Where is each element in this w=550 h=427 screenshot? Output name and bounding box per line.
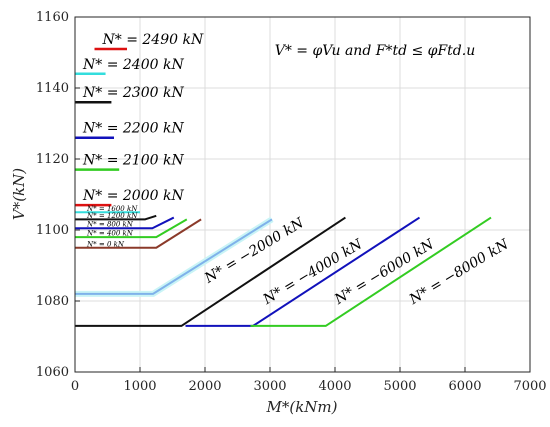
series-line [250,216,492,327]
upper-series-label: N* = 2000 kN [82,188,184,204]
y-tick-label: 1100 [36,223,69,238]
series-line [75,216,346,327]
series-group [75,47,492,327]
small-series-label: N* = 0 kN [86,240,125,248]
y-tick-label: 1120 [36,152,69,167]
plot-frame [74,16,531,373]
series-line [75,214,157,221]
y-tick-label: 1060 [36,365,69,380]
upper-series-label: N* = 2200 kN [82,121,184,137]
x-tick-label: 5000 [383,379,416,394]
small-series-label: N* = 400 kN [86,230,134,238]
tick-labels: 0 1000 2000 3000 4000 5000 6000 7000 1060 1080 110… [36,10,547,394]
x-tick-label: 1000 [123,379,156,394]
series-line [75,216,175,230]
y-tick-label: 1080 [36,294,69,309]
upper-series-label: N* = 2490 kN [102,32,204,48]
small-series-label: N* = 800 kN [86,221,134,229]
upper-series-label: N* = 2400 kN [82,57,184,73]
x-tick-label: 7000 [513,379,546,394]
series-line [75,218,202,249]
x-tick-label: 2000 [188,379,221,394]
x-axis-label: M*(kNm) [265,398,337,416]
small-series-label: N* = 1600 kN [86,205,138,213]
series-line [75,218,188,239]
y-tick-label: 1140 [36,81,69,96]
series-line [75,218,273,295]
x-tick-label: 3000 [253,379,286,394]
upper-series-label: N* = 2300 kN [82,85,184,101]
x-tick-label: 6000 [448,379,481,394]
y-tick-label: 1160 [36,10,69,25]
small-series-label: N* = 1200 kN [86,212,138,220]
y-axis-label: V*(kN) [10,168,28,220]
x-tick-label: 4000 [318,379,351,394]
design-condition-annotation: V* = φVu and F*td ≤ φFtd.u [275,43,476,59]
x-tick-label: 0 [71,379,79,394]
upper-series-label: N* = 2100 kN [82,153,184,169]
